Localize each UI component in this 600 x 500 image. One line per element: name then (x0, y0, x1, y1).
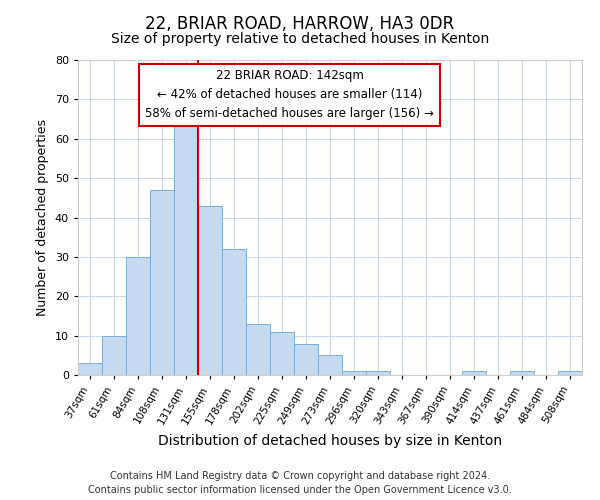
Bar (366, 371, 390, 375)
Bar (510, 371, 534, 375)
Bar (294, 344, 318, 375)
Bar (78, 363, 102, 375)
Bar (342, 371, 366, 375)
Bar (318, 356, 342, 375)
X-axis label: Distribution of detached houses by size in Kenton: Distribution of detached houses by size … (158, 434, 502, 448)
Bar (222, 249, 246, 375)
Text: Size of property relative to detached houses in Kenton: Size of property relative to detached ho… (111, 32, 489, 46)
Text: Contains HM Land Registry data © Crown copyright and database right 2024.
Contai: Contains HM Land Registry data © Crown c… (88, 471, 512, 495)
Bar (246, 324, 270, 375)
Bar (462, 371, 486, 375)
Text: 22, BRIAR ROAD, HARROW, HA3 0DR: 22, BRIAR ROAD, HARROW, HA3 0DR (145, 15, 455, 33)
Bar (102, 336, 126, 375)
Bar (174, 115, 198, 375)
Bar (270, 332, 294, 375)
Bar (198, 206, 222, 375)
Y-axis label: Number of detached properties: Number of detached properties (36, 119, 49, 316)
Bar (150, 190, 174, 375)
Text: 22 BRIAR ROAD: 142sqm
← 42% of detached houses are smaller (114)
58% of semi-det: 22 BRIAR ROAD: 142sqm ← 42% of detached … (145, 70, 434, 120)
Bar (558, 371, 582, 375)
Bar (126, 257, 150, 375)
